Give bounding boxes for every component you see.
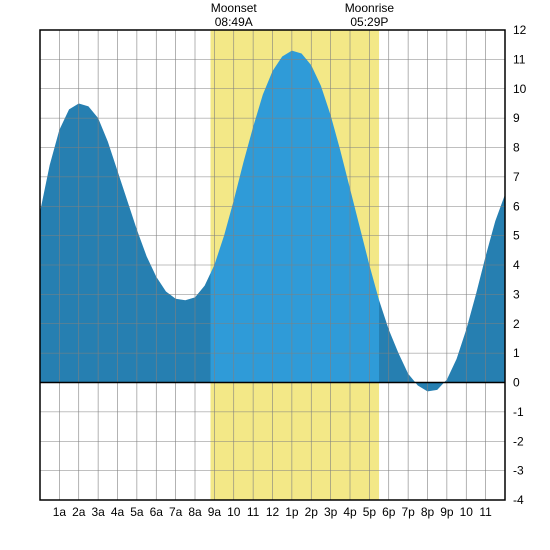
- y-tick-label: 6: [513, 199, 520, 213]
- x-tick-label: 2a: [72, 505, 86, 519]
- x-tick-label: 4p: [343, 505, 357, 519]
- y-tick-label: -4: [513, 493, 524, 507]
- y-tick-label: 8: [513, 141, 520, 155]
- y-tick-label: -3: [513, 464, 524, 478]
- y-tick-label: -2: [513, 434, 524, 448]
- x-tick-label: 8a: [188, 505, 202, 519]
- y-tick-label: 7: [513, 170, 520, 184]
- x-tick-label: 2p: [305, 505, 319, 519]
- moonset-label: Moonset: [211, 1, 258, 15]
- y-tick-label: 4: [513, 258, 520, 272]
- x-tick-label: 3p: [324, 505, 338, 519]
- y-tick-label: 0: [513, 376, 520, 390]
- x-tick-label: 3a: [91, 505, 105, 519]
- x-tick-label: 1p: [285, 505, 299, 519]
- y-tick-label: 1: [513, 346, 520, 360]
- x-tick-label: 10: [460, 505, 474, 519]
- x-tick-label: 12: [266, 505, 280, 519]
- y-tick-label: 12: [513, 23, 527, 37]
- y-tick-label: 10: [513, 82, 527, 96]
- x-tick-label: 10: [227, 505, 241, 519]
- y-tick-label: 2: [513, 317, 520, 331]
- x-tick-label: 8p: [421, 505, 435, 519]
- x-tick-label: 1a: [53, 505, 67, 519]
- x-tick-label: 5a: [130, 505, 144, 519]
- tide-chart: -4-3-2-101234567891011121a2a3a4a5a6a7a8a…: [0, 0, 550, 550]
- x-tick-label: 7a: [169, 505, 183, 519]
- moonrise-time: 05:29P: [350, 15, 388, 29]
- x-tick-label: 6p: [382, 505, 396, 519]
- x-tick-label: 7p: [401, 505, 415, 519]
- y-tick-label: -1: [513, 405, 524, 419]
- x-tick-label: 11: [479, 505, 492, 519]
- x-tick-label: 9p: [440, 505, 454, 519]
- x-tick-label: 5p: [363, 505, 377, 519]
- moonrise-label: Moonrise: [345, 1, 395, 15]
- x-tick-label: 11: [247, 505, 260, 519]
- x-tick-label: 4a: [111, 505, 125, 519]
- chart-svg: -4-3-2-101234567891011121a2a3a4a5a6a7a8a…: [0, 0, 550, 550]
- y-tick-label: 11: [513, 52, 526, 66]
- y-tick-label: 3: [513, 287, 520, 301]
- moonset-time: 08:49A: [215, 15, 253, 29]
- y-tick-label: 5: [513, 229, 520, 243]
- x-tick-label: 9a: [208, 505, 222, 519]
- x-tick-label: 6a: [150, 505, 164, 519]
- y-tick-label: 9: [513, 111, 520, 125]
